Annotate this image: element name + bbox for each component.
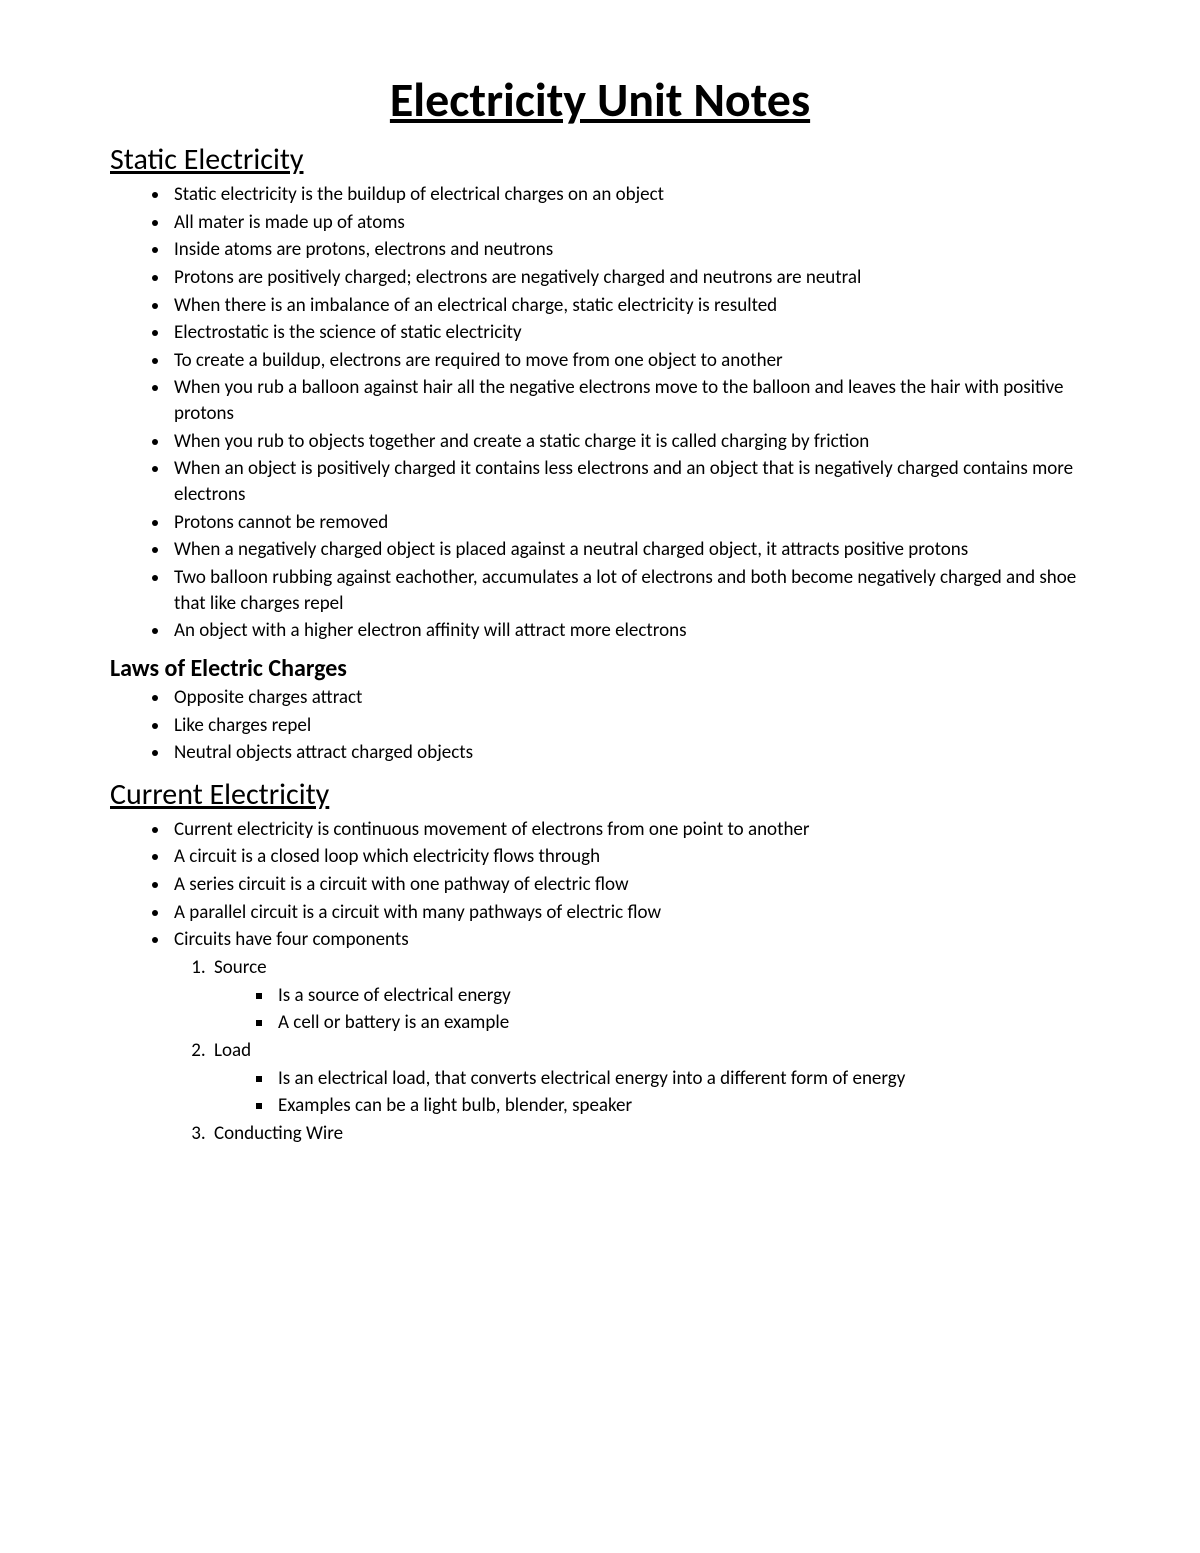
list-item: Inside atoms are protons, electrons and … (170, 237, 1090, 263)
numbered-label: Load (214, 1039, 251, 1062)
numbered-item: Load Is an electrical load, that convert… (210, 1038, 1090, 1119)
list-item: Circuits have four components (170, 927, 1090, 953)
list-item: Examples can be a light bulb, blender, s… (274, 1093, 1090, 1119)
list-item: When you rub to objects together and cre… (170, 429, 1090, 455)
list-item: When there is an imbalance of an electri… (170, 293, 1090, 319)
square-list: Is a source of electrical energy A cell … (214, 983, 1090, 1036)
section-heading-current: Current Electricity (110, 776, 1090, 813)
list-item: A cell or battery is an example (274, 1010, 1090, 1036)
numbered-list: Source Is a source of electrical energy … (110, 955, 1090, 1146)
list-item: When you rub a balloon against hair all … (170, 375, 1090, 426)
bullet-list: Current electricity is continuous moveme… (110, 817, 1090, 953)
page-title: Electricity Unit Notes (110, 70, 1090, 129)
numbered-label: Conducting Wire (214, 1122, 343, 1145)
list-item: An object with a higher electron affinit… (170, 618, 1090, 644)
bullet-list: Opposite charges attract Like charges re… (110, 685, 1090, 766)
list-item: Protons are positively charged; electron… (170, 265, 1090, 291)
list-item: Is a source of electrical energy (274, 983, 1090, 1009)
bullet-list: Static electricity is the buildup of ele… (110, 182, 1090, 644)
list-item: A parallel circuit is a circuit with man… (170, 900, 1090, 926)
list-item: Two balloon rubbing against eachother, a… (170, 565, 1090, 616)
list-item: A circuit is a closed loop which electri… (170, 844, 1090, 870)
list-item: Protons cannot be removed (170, 510, 1090, 536)
subsection-heading-laws: Laws of Electric Charges (110, 654, 1090, 683)
list-item: When an object is positively charged it … (170, 456, 1090, 507)
list-item: Like charges repel (170, 713, 1090, 739)
document-page: Electricity Unit Notes Static Electricit… (0, 0, 1200, 1209)
square-list: Is an electrical load, that converts ele… (214, 1066, 1090, 1119)
list-item: Static electricity is the buildup of ele… (170, 182, 1090, 208)
list-item: Current electricity is continuous moveme… (170, 817, 1090, 843)
list-item: When a negatively charged object is plac… (170, 537, 1090, 563)
numbered-label: Source (214, 956, 267, 979)
list-item: All mater is made up of atoms (170, 210, 1090, 236)
list-item: Neutral objects attract charged objects (170, 740, 1090, 766)
list-item: Opposite charges attract (170, 685, 1090, 711)
section-heading-static: Static Electricity (110, 141, 1090, 178)
list-item: Electrostatic is the science of static e… (170, 320, 1090, 346)
numbered-item: Source Is a source of electrical energy … (210, 955, 1090, 1036)
numbered-item: Conducting Wire (210, 1121, 1090, 1147)
list-item: A series circuit is a circuit with one p… (170, 872, 1090, 898)
list-item: To create a buildup, electrons are requi… (170, 348, 1090, 374)
list-item: Is an electrical load, that converts ele… (274, 1066, 1090, 1092)
